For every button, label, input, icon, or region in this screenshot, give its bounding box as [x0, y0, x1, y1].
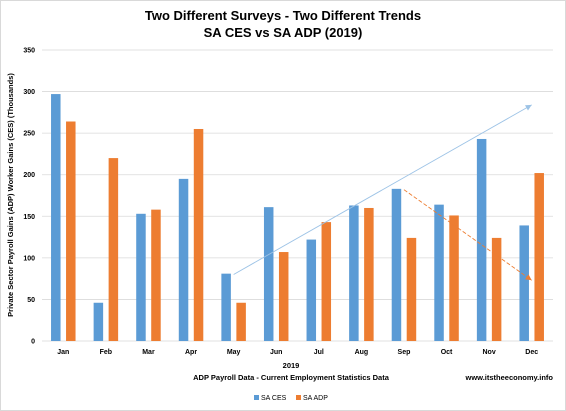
bar-sa-adp-jul	[321, 222, 332, 341]
x-tick-label: Feb	[100, 349, 112, 356]
legend-entry: SA ADP	[303, 395, 328, 402]
y-tick-label: 50	[27, 297, 35, 304]
bar-sa-ces-mar	[136, 213, 146, 341]
legend-swatch	[296, 395, 301, 400]
y-axis-label: Private Sector Payroll Gains (ADP) Worke…	[6, 73, 15, 317]
bar-sa-adp-nov	[491, 237, 502, 341]
bar-sa-ces-jun	[263, 207, 274, 341]
bar-sa-ces-apr	[178, 178, 189, 341]
chart-title: Two Different Surveys - Two Different Tr…	[145, 8, 421, 23]
x-tick-label: Oct	[441, 349, 453, 356]
x-tick-label: Jun	[270, 349, 282, 356]
y-tick-label: 150	[23, 214, 35, 221]
x-tick-label: Aug	[355, 349, 369, 356]
x-tick-label: Nov	[483, 349, 496, 356]
bar-sa-adp-may	[236, 302, 246, 341]
bar-sa-adp-mar	[151, 209, 161, 341]
x-tick-label: Jul	[314, 349, 324, 356]
bar-sa-adp-aug	[364, 207, 374, 341]
bar-sa-ces-aug	[349, 205, 359, 341]
bar-sa-ces-feb	[93, 302, 104, 341]
bar-sa-ces-jan	[51, 94, 61, 342]
bar-sa-adp-jun	[278, 252, 289, 341]
y-tick-label: 250	[23, 131, 35, 138]
bar-sa-ces-may	[221, 273, 231, 341]
y-tick-label: 350	[23, 48, 35, 55]
x-axis-sublabel: ADP Payroll Data - Current Employment St…	[193, 373, 390, 382]
bar-sa-ces-dec	[519, 225, 529, 341]
bar-sa-adp-sep	[406, 237, 417, 341]
bar-sa-ces-oct	[434, 204, 444, 341]
legend: SA CES SA ADP	[254, 395, 328, 402]
legend-swatch	[254, 395, 259, 400]
bar-sa-adp-dec	[534, 173, 544, 341]
x-tick-label: Apr	[185, 349, 197, 356]
y-tick-labels: 0 50 100 150 200 250 300 350	[23, 48, 35, 346]
bar-sa-ces-nov	[476, 138, 487, 341]
bar-sa-adp-oct	[449, 215, 459, 341]
bar-sa-ces-jul	[306, 239, 317, 341]
y-tick-label: 100	[23, 255, 35, 262]
x-tick-label: May	[227, 349, 241, 356]
y-tick-label: 200	[23, 172, 35, 179]
trendlines	[233, 104, 532, 281]
x-tick-label: Sep	[398, 349, 411, 356]
trendline-sa-ces	[233, 104, 532, 275]
watermark: www.itstheeconomy.info	[464, 373, 553, 382]
gridlines	[42, 49, 553, 342]
bars	[51, 94, 544, 342]
y-tick-label: 300	[23, 89, 35, 96]
trendline-arrow	[525, 104, 532, 111]
x-tick-label: Jan	[57, 349, 69, 356]
bar-sa-ces-sep	[391, 188, 402, 341]
bar-sa-adp-feb	[108, 158, 119, 341]
chart-subtitle: SA CES vs SA ADP (2019)	[204, 25, 363, 40]
x-tick-label: Mar	[142, 349, 155, 356]
x-tick-label: Dec	[525, 349, 538, 356]
x-axis-label: 2019	[283, 361, 300, 370]
bar-sa-adp-apr	[193, 128, 204, 341]
trendline-arrow	[525, 274, 532, 281]
x-tick-labels: Jan Feb Mar Apr May Jun Jul Aug Sep Oct Nov Dec	[57, 349, 538, 356]
legend-entry: SA CES	[261, 395, 287, 402]
y-tick-label: 0	[31, 339, 35, 346]
bar-sa-adp-jan	[66, 121, 76, 341]
trendline-sa-adp	[403, 189, 532, 281]
